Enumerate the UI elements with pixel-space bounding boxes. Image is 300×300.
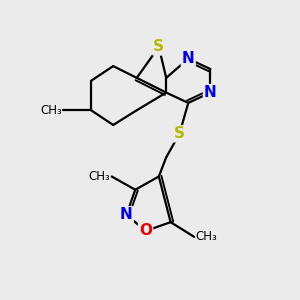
Text: CH₃: CH₃: [196, 230, 217, 243]
Text: CH₃: CH₃: [40, 104, 62, 117]
Text: N: N: [182, 51, 195, 66]
Text: N: N: [204, 85, 217, 100]
Text: N: N: [120, 207, 133, 222]
Text: S: S: [174, 126, 185, 141]
Text: O: O: [139, 224, 152, 238]
Text: S: S: [153, 39, 164, 54]
Text: CH₃: CH₃: [88, 170, 110, 183]
